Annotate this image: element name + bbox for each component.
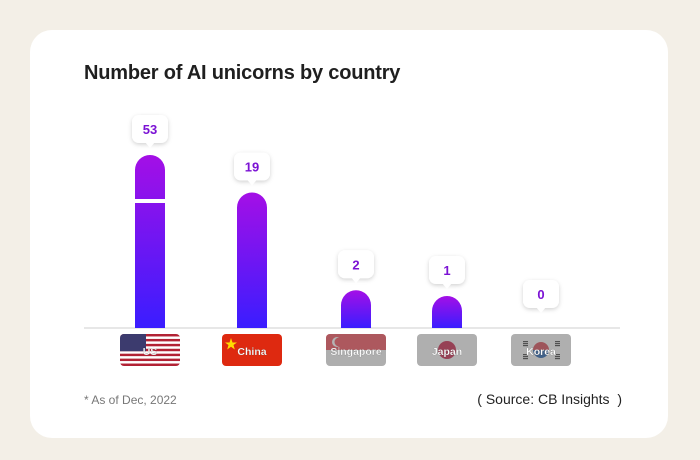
value-label: 53 [143,122,157,137]
category-label: Singapore [330,346,382,358]
value-label-pointer [145,142,155,148]
value-label: 19 [245,160,259,175]
bar-singapore [341,290,371,328]
value-label: 2 [352,257,359,272]
footnote: * As of Dec, 2022 [84,393,177,407]
value-label-pointer [536,307,546,313]
category-label: Japan [432,346,462,358]
category-label: Korea [526,346,556,358]
axis-break-mark [134,199,166,203]
chart-title: Number of AI unicorns by country [84,62,401,84]
source-note: ( Source: CB Insights ) [477,391,622,407]
value-label-box [523,280,559,308]
value-label: 0 [537,287,544,302]
bar-us [135,155,165,328]
value-label-pointer [247,179,257,186]
value-label: 1 [443,263,450,278]
singapore-flag-icon: Singapore [326,334,386,366]
value-label-pointer [351,277,361,284]
bar-china [237,192,267,328]
korea-flag-icon: Korea [511,334,571,366]
value-label-box [429,256,465,284]
japan-flag-icon: Japan [417,334,477,366]
value-label-box [132,115,168,143]
us-flag-icon: US [120,334,180,366]
value-label-box [338,250,374,279]
value-label-pointer [442,283,452,289]
value-label-box [234,152,270,181]
china-flag-icon: China [222,334,282,366]
category-label: China [237,346,266,358]
bar-japan [432,296,462,328]
category-label: US [143,346,158,358]
